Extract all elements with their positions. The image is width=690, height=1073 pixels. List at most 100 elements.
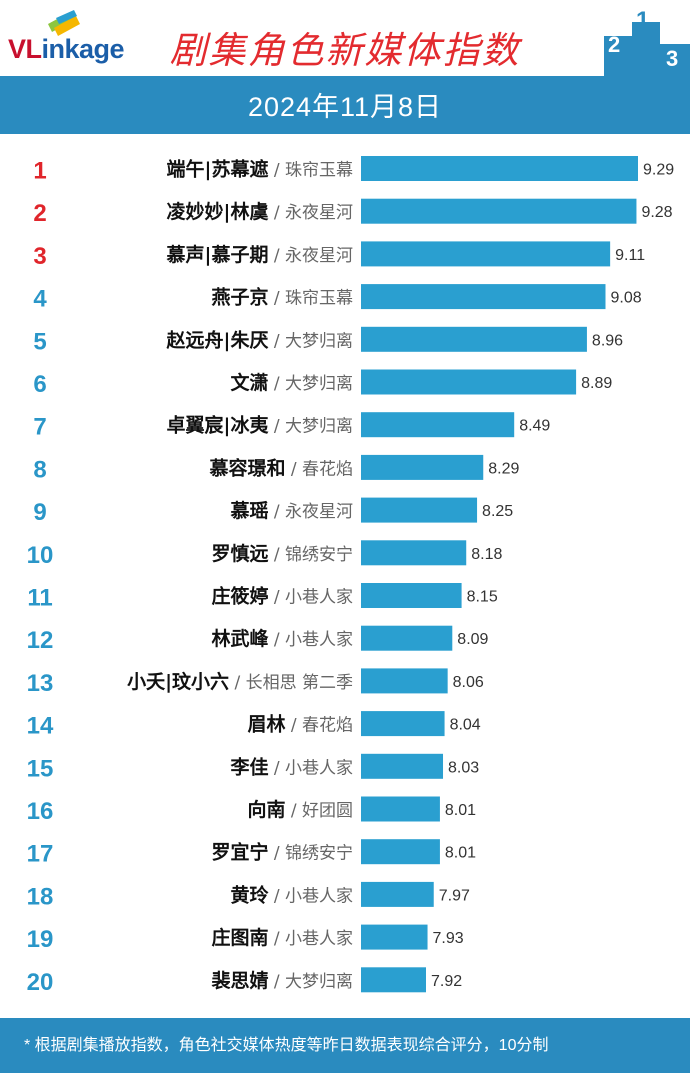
category-label: 端午|苏幕遮 / 珠帘玉幕 [167, 158, 354, 181]
category-label: 眉林 / 春花焰 [247, 713, 353, 736]
category-label: 小夭|玟小六 / 长相思 第二季 [127, 670, 353, 693]
value-label: 9.08 [611, 290, 642, 307]
category-label: 慕容璟和 / 春花焰 [209, 456, 353, 479]
category-label: 林武峰 / 小巷人家 [211, 627, 353, 650]
logo-cards-icon [48, 10, 80, 36]
bar [361, 753, 444, 779]
show-name: / 锦绣安宁 [268, 844, 353, 864]
bar [361, 284, 606, 310]
show-name: / 永夜星河 [268, 502, 353, 522]
category-label: 罗宜宁 / 锦绣安宁 [211, 841, 353, 864]
show-name: / 大梦归离 [268, 417, 353, 437]
role-name: 凌妙妙|林虞 [167, 200, 269, 223]
role-name: 李佳 [229, 755, 268, 778]
rank-label: 16 [27, 798, 54, 825]
logo-text-blue: inkage [41, 34, 125, 64]
bar [361, 924, 428, 950]
date-banner: 2024年11月8日 [0, 76, 690, 134]
show-name: / 锦绣安宁 [268, 545, 353, 565]
role-name: 眉林 [247, 713, 285, 736]
bar [361, 796, 440, 822]
role-name: 卓翼宸|冰夷 [167, 414, 269, 437]
show-name: / 小巷人家 [268, 886, 353, 906]
value-label: 8.29 [488, 460, 519, 477]
category-label: 凌妙妙|林虞 / 永夜星河 [167, 200, 354, 223]
header: VLinkage 剧集角色新媒体指数 2 1 3 [0, 0, 690, 76]
podium-label-1: 1 [636, 8, 649, 34]
role-name: 罗宜宁 [211, 841, 268, 864]
rank-label: 11 [27, 585, 52, 612]
bar [361, 540, 467, 566]
rank-label: 8 [33, 456, 46, 483]
rank-label: 5 [33, 328, 46, 355]
category-label: 文潇 / 大梦归离 [230, 371, 353, 394]
show-name: / 永夜星河 [268, 246, 353, 266]
value-label: 9.29 [643, 162, 674, 179]
bar [361, 583, 462, 608]
bar [361, 711, 445, 737]
value-label: 8.09 [457, 631, 488, 648]
rank-label: 15 [27, 755, 54, 782]
value-label: 8.89 [581, 375, 612, 392]
rank-label: 13 [27, 670, 54, 697]
rank-label: 3 [33, 243, 46, 270]
bar [361, 156, 638, 181]
category-label: 向南 / 好团圆 [247, 798, 353, 821]
value-label: 8.15 [467, 589, 498, 606]
value-label: 8.25 [482, 503, 513, 520]
bar [361, 369, 577, 395]
role-name: 裴思婧 [210, 969, 268, 992]
value-label: 8.06 [453, 674, 484, 691]
rank-label: 10 [27, 542, 54, 569]
footer-note: * 根据剧集播放指数，角色社交媒体热度等昨日数据表现综合评分，10分制 [0, 1018, 690, 1073]
value-label: 8.49 [519, 418, 550, 435]
category-label: 庄筱婷 / 小巷人家 [211, 585, 353, 608]
bar [361, 668, 448, 694]
value-label: 8.18 [471, 546, 502, 563]
rank-label: 19 [27, 926, 54, 953]
rank-label: 1 [33, 158, 46, 185]
show-name: / 长相思 第二季 [229, 673, 353, 693]
podium-label-3: 3 [666, 46, 678, 71]
show-name: / 小巷人家 [268, 758, 353, 778]
role-name: 庄筱婷 [211, 585, 268, 608]
category-label: 燕子京 / 珠帘玉幕 [211, 286, 353, 309]
rank-label: 2 [33, 200, 46, 227]
role-name: 罗慎远 [211, 542, 268, 565]
podium-label-2: 2 [608, 32, 620, 57]
category-label: 罗慎远 / 锦绣安宁 [211, 542, 353, 565]
category-label: 庄图南 / 小巷人家 [211, 926, 353, 949]
show-name: / 大梦归离 [268, 972, 353, 992]
page-title: 剧集角色新媒体指数 [169, 29, 521, 72]
value-label: 7.93 [433, 930, 464, 947]
bar [361, 454, 484, 480]
category-label: 李佳 / 小巷人家 [229, 755, 353, 778]
category-label: 慕声|慕子期 / 永夜星河 [167, 243, 354, 266]
vlinkage-logo: VLinkage [8, 8, 158, 68]
value-label: 8.03 [448, 759, 479, 776]
ranking-chart-svg: 1 端午|苏幕遮 / 珠帘玉幕 9.29 2 凌妙妙|林虞 / 永夜星河 9.28 3 慕声|… [27, 156, 674, 996]
bar [361, 967, 426, 993]
bar [361, 625, 453, 651]
value-label: 8.01 [445, 802, 476, 819]
value-label: 8.01 [445, 845, 476, 862]
value-label: 8.04 [450, 717, 481, 734]
bar [361, 497, 478, 523]
logo-text-red: VL [8, 34, 42, 64]
show-name: / 春花焰 [285, 459, 353, 479]
bar [361, 839, 440, 865]
category-label: 黄玲 / 小巷人家 [230, 883, 353, 906]
category-label: 卓翼宸|冰夷 / 大梦归离 [167, 414, 354, 437]
rank-label: 14 [27, 713, 54, 740]
show-name: / 珠帘玉幕 [268, 289, 353, 309]
show-name: / 珠帘玉幕 [268, 161, 353, 181]
role-name: 林武峰 [211, 627, 269, 650]
role-name: 慕瑶 [230, 500, 268, 522]
show-name: / 大梦归离 [268, 331, 353, 351]
value-label: 8.96 [592, 332, 623, 349]
show-name: / 小巷人家 [268, 630, 353, 650]
role-name: 文潇 [230, 371, 268, 394]
role-name: 庄图南 [211, 926, 268, 949]
show-name: / 大梦归离 [268, 374, 353, 394]
role-name: 小夭|玟小六 [127, 670, 229, 693]
